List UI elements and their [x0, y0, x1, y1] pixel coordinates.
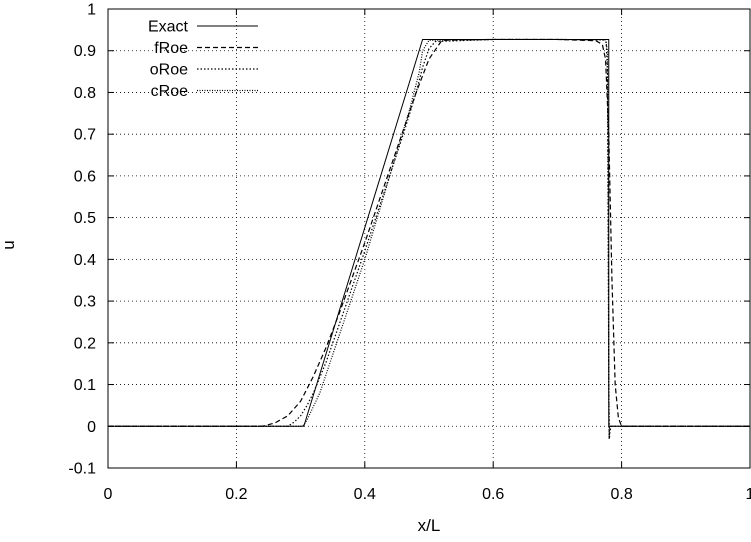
- y-tick-label: 0: [87, 419, 96, 436]
- plot-frame: [107, 8, 751, 469]
- y-tick-label: 0.9: [74, 43, 96, 60]
- x-tick-label: 0.2: [225, 486, 247, 503]
- legend-label: oRoe: [150, 62, 188, 79]
- x-tick-label: 1: [746, 486, 751, 503]
- series-lines: [108, 38, 750, 440]
- legend-label: Exact: [148, 19, 189, 36]
- x-tick-label: 0.8: [610, 486, 632, 503]
- y-tick-label: 0.2: [74, 335, 96, 352]
- y-tick-label: 0.5: [74, 210, 96, 227]
- series-line-exact: [108, 38, 750, 427]
- axis-ticks: 0 0.2 0.4 0.6 0.8 1 -0.1 0 0.1 0.2 0.3 0.4 0.5 0.6 0.7…: [68, 2, 751, 504]
- x-tick-label: 0.4: [354, 486, 376, 503]
- y-tick-label: 0.7: [74, 127, 96, 144]
- legend: Exact fRoe oRoe cRoe: [148, 19, 258, 100]
- y-tick-label: 1: [87, 2, 96, 19]
- y-tick-label: -0.1: [68, 461, 96, 478]
- legend-label: fRoe: [154, 40, 188, 57]
- y-tick-label: 0.1: [74, 377, 96, 394]
- legend-label: cRoe: [151, 83, 188, 100]
- y-tick-label: 0.6: [74, 168, 96, 185]
- grid: [108, 9, 750, 468]
- x-axis-label: x/L: [418, 516, 441, 535]
- x-tick-label: 0.6: [482, 486, 504, 503]
- series-line-oroe: [108, 38, 750, 440]
- series-line-froe: [108, 38, 750, 427]
- y-tick-label: 0.4: [74, 252, 96, 269]
- y-tick-label: 0.3: [74, 294, 96, 311]
- y-axis-label: u: [0, 240, 18, 249]
- series-line-croe: [108, 38, 750, 440]
- y-tick-label: 0.8: [74, 85, 96, 102]
- x-tick-label: 0: [104, 486, 113, 503]
